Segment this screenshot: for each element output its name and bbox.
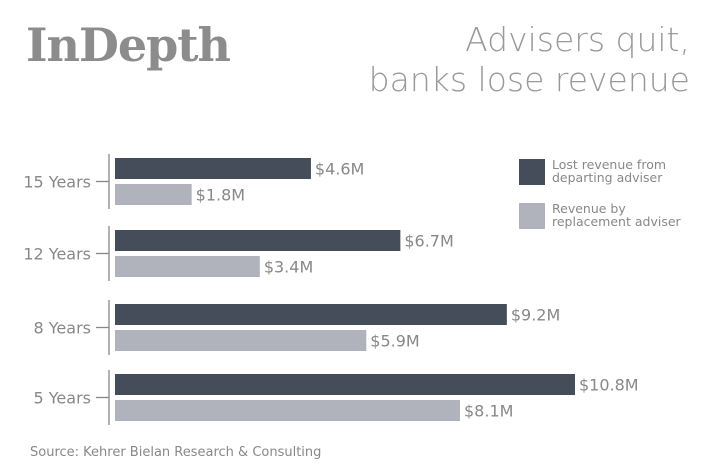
category-label: 8 Years: [34, 319, 91, 338]
bar-replacement-revenue: [115, 184, 192, 205]
chart-title: Advisers quit, banks lose revenue: [369, 20, 690, 100]
data-label: $4.6M: [315, 160, 364, 179]
data-label: $8.1M: [464, 402, 513, 421]
category-label: 5 Years: [34, 389, 91, 408]
title-line-1: Advisers quit,: [465, 20, 690, 59]
legend-label: Revenue by: [552, 201, 626, 216]
data-label: $5.9M: [370, 332, 419, 351]
data-label: $9.2M: [511, 306, 560, 325]
bar-lost-revenue: [115, 304, 507, 325]
data-label: $3.4M: [264, 258, 313, 277]
legend-label: Lost revenue from: [552, 157, 666, 172]
title-line-2: banks lose revenue: [368, 60, 690, 99]
brand-logo: InDepth: [26, 18, 231, 72]
bar-lost-revenue: [115, 230, 401, 251]
legend-swatch: [519, 203, 545, 229]
data-label: $1.8M: [196, 186, 245, 205]
data-label: $10.8M: [579, 376, 639, 395]
bar-replacement-revenue: [115, 330, 367, 351]
bar-lost-revenue: [115, 374, 575, 395]
legend-label: replacement adviser: [552, 214, 682, 229]
bar-replacement-revenue: [115, 400, 460, 421]
legend-swatch: [519, 159, 545, 185]
data-label: $6.7M: [404, 232, 453, 251]
source-note: Source: Kehrer Bielan Research & Consult…: [30, 445, 322, 460]
bar-replacement-revenue: [115, 256, 260, 277]
category-label: 12 Years: [23, 245, 91, 264]
legend-label: departing adviser: [552, 170, 663, 185]
category-label: 15 Years: [23, 173, 91, 192]
bar-lost-revenue: [115, 158, 311, 179]
